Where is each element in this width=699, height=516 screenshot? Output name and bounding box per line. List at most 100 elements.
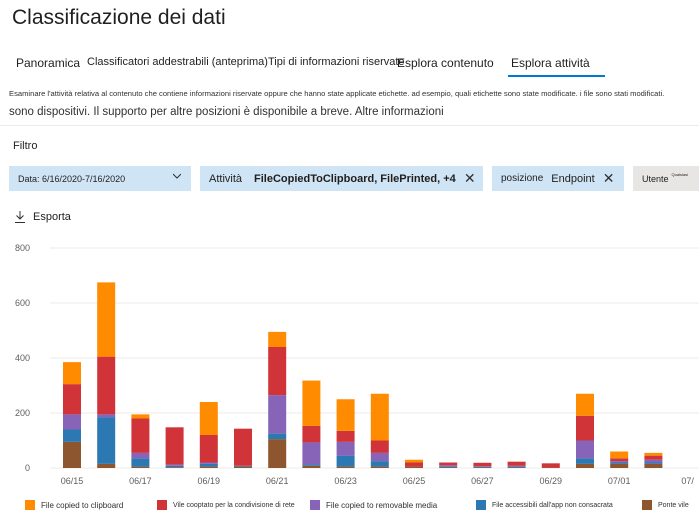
bar-segment <box>63 429 81 442</box>
bar-segment <box>473 467 492 468</box>
bar-segment <box>644 459 663 463</box>
bar-segment <box>576 463 594 468</box>
chevron-down-icon <box>173 173 181 179</box>
bar-segment <box>576 393 594 416</box>
bar-segment <box>268 331 287 347</box>
bar-segment <box>97 414 116 418</box>
bar-segment <box>97 417 116 464</box>
bar-segment <box>268 439 287 468</box>
bar-segment <box>268 433 287 440</box>
close-icon[interactable]: ✕ <box>602 170 615 186</box>
bar-segment <box>97 356 116 415</box>
x-tick-label: 06/21 <box>266 476 289 486</box>
bar-segment <box>644 462 663 464</box>
export-label: Esporta <box>33 211 71 223</box>
x-tick-label: 06/27 <box>471 476 494 486</box>
legend-swatch-clipboard <box>25 500 35 510</box>
bar-segment <box>610 458 629 462</box>
user-filter-label: Utente <box>642 173 669 184</box>
tab-panoramica[interactable]: Panoramica <box>16 56 81 70</box>
legend-swatch-network <box>642 500 652 510</box>
bar-segment <box>63 414 81 430</box>
legend-item-network: Ponte vile <box>642 500 689 510</box>
bar-segment <box>302 465 321 468</box>
bar-segment <box>405 466 423 468</box>
x-tick-label: 06/19 <box>198 476 221 486</box>
bar-segment <box>644 463 663 468</box>
bar-segment <box>576 415 594 441</box>
bar-segment <box>370 461 389 467</box>
bar-segment <box>610 451 629 459</box>
bar-segment <box>268 347 287 396</box>
bar-segment <box>507 461 526 466</box>
bar-segment <box>507 467 526 468</box>
bar-segment <box>576 440 594 459</box>
bar-segment <box>644 455 663 460</box>
activity-filter-label: Attività <box>209 172 243 185</box>
bar-segment <box>473 466 492 468</box>
filter-label: Filtro <box>13 140 38 152</box>
bar-segment <box>507 465 526 467</box>
bar-segment <box>268 395 287 434</box>
activity-filter[interactable]: Attività FileCopiedToClipboard, FilePrin… <box>200 166 483 191</box>
bar-segment <box>507 466 526 468</box>
bar-segment <box>302 425 321 443</box>
x-tick-label: 06/23 <box>334 476 357 486</box>
legend-label-clipboard: File copied to clipboard <box>41 500 124 510</box>
bar-segment <box>165 427 184 465</box>
y-tick-label: 0 <box>25 463 30 473</box>
bar-segment <box>336 455 355 467</box>
bar-segment <box>165 464 184 466</box>
bar-segment <box>199 462 218 464</box>
export-button[interactable]: Esporta <box>15 211 71 223</box>
legend-label-unallowed: File accessibili dall'app non consacrata <box>492 501 613 509</box>
bar-segment <box>199 435 218 463</box>
bar-segment <box>370 452 389 462</box>
bar-segment <box>576 458 594 464</box>
location-filter-label: posizione <box>501 173 544 184</box>
bar-segment <box>302 464 321 466</box>
bar-segment <box>473 466 492 467</box>
location-filter[interactable]: posizione Endpoint ✕ <box>492 166 624 191</box>
bar-segment <box>234 428 252 466</box>
divider <box>0 125 699 126</box>
user-filter[interactable]: Utente Qualsiasi <box>633 166 699 191</box>
x-tick-label: 06/25 <box>403 476 426 486</box>
page-title: Classificazione dei dati <box>12 6 226 29</box>
location-filter-value: Endpoint <box>551 172 595 185</box>
bar-segment <box>165 467 184 468</box>
tab-tipi-informazioni[interactable]: Tipi di informazioni riservate <box>268 56 405 68</box>
bar-segment <box>63 362 81 385</box>
bar-segment <box>541 463 560 468</box>
bar-segment <box>131 414 150 419</box>
tab-esplora-attivita[interactable]: Esplora attività <box>511 56 590 70</box>
bar-segment <box>97 282 116 357</box>
legend-item-unallowed: File accessibili dall'app non consacrata <box>476 500 613 510</box>
y-tick-label: 200 <box>15 408 30 418</box>
bar-segment <box>610 463 629 468</box>
legend-label-network: Ponte vile <box>658 501 689 509</box>
bar-segment <box>234 466 252 468</box>
bar-segment <box>405 462 423 467</box>
bar-segment <box>97 463 116 468</box>
x-tick-label: 06/29 <box>540 476 563 486</box>
legend-item-removable: File copied to removable media <box>310 500 437 510</box>
x-tick-label: 06/17 <box>129 476 152 486</box>
legend-label-shared: Vile cooptato per la condivisione di ret… <box>173 501 295 509</box>
legend-swatch-removable <box>310 500 320 510</box>
legend-swatch-shared <box>157 500 167 510</box>
x-tick-label: 07/01 <box>608 476 631 486</box>
bar-segment <box>199 402 218 435</box>
close-icon[interactable]: ✕ <box>463 170 476 186</box>
bar-segment <box>610 461 629 463</box>
bar-segment <box>131 452 150 459</box>
user-filter-sup: Qualsiasi <box>671 172 688 177</box>
tab-esplora-contenuto[interactable]: Esplora contenuto <box>397 56 494 70</box>
bar-segment <box>370 440 389 453</box>
legend-item-clipboard: File copied to clipboard <box>25 500 123 510</box>
date-filter[interactable]: Data: 6/16/2020-7/16/2020 <box>9 166 191 191</box>
bar-segment <box>336 441 355 456</box>
legend-label-removable: File copied to removable media <box>326 500 438 510</box>
tab-classificatori[interactable]: Classificatori addestrabili (anteprima) <box>87 56 268 68</box>
bar-segment <box>405 459 423 463</box>
